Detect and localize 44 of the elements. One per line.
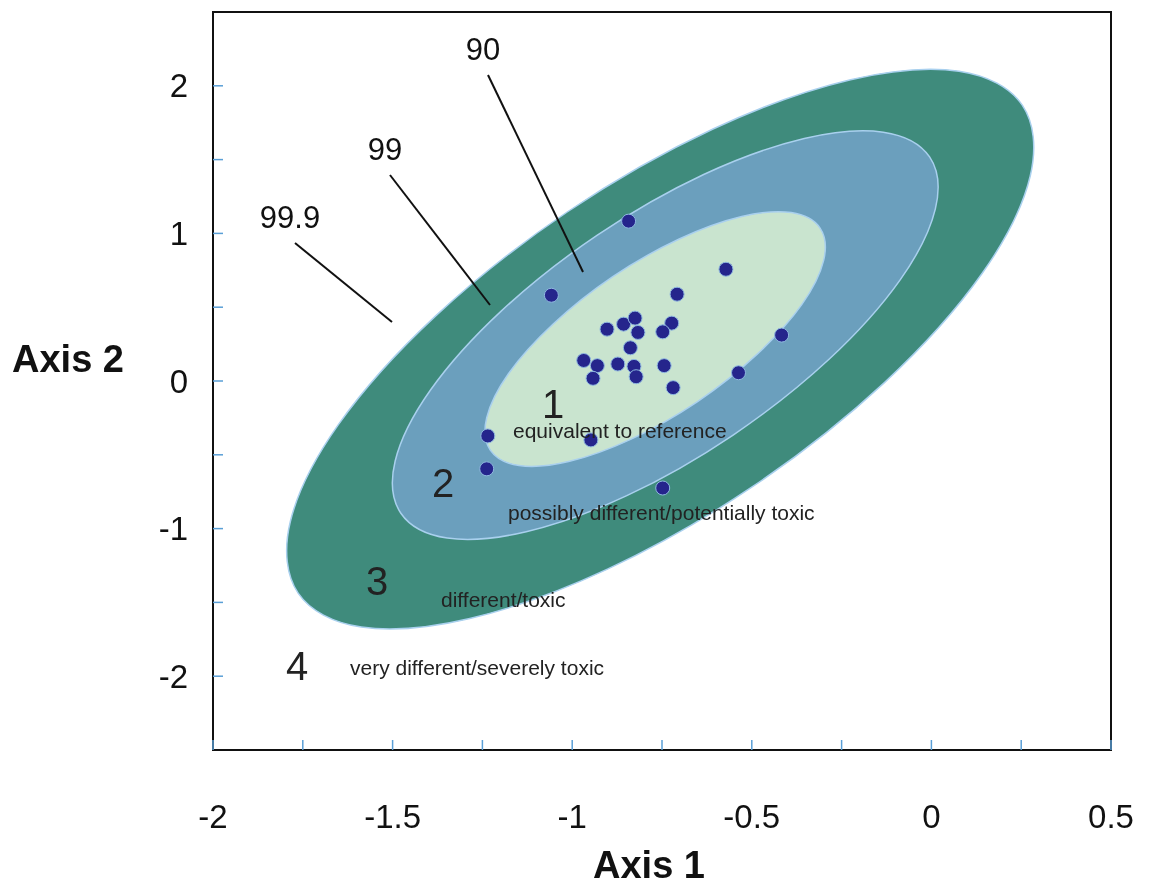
- x-axis-title: Axis 1: [593, 844, 705, 886]
- point: [665, 380, 681, 396]
- point: [616, 316, 632, 332]
- x-tick-label: 0: [922, 798, 941, 835]
- x-tick-label: -1.5: [364, 798, 422, 835]
- point: [731, 365, 747, 381]
- annotation: 99.9: [259, 200, 321, 235]
- point: [585, 370, 601, 386]
- point: [621, 213, 637, 229]
- x-tick-label: 0.5: [1088, 798, 1134, 835]
- point: [656, 358, 672, 374]
- point: [655, 324, 671, 340]
- point: [774, 327, 790, 343]
- point: [630, 324, 646, 340]
- y-tick-label: 0: [169, 362, 188, 400]
- point: [664, 315, 680, 331]
- point: [628, 369, 644, 385]
- x-tick-label: -1: [557, 798, 587, 835]
- point: [543, 287, 559, 303]
- x-tick-label: -2: [198, 798, 228, 835]
- point: [589, 358, 605, 374]
- point: [655, 480, 671, 496]
- annotation: equivalent to reference: [513, 419, 727, 442]
- y-tick-label: 1: [169, 214, 188, 252]
- annotation: 3: [365, 559, 389, 603]
- point: [599, 321, 615, 337]
- x-tick-label: -0.5: [723, 798, 781, 835]
- point: [479, 461, 495, 477]
- y-tick-label: -1: [158, 510, 188, 548]
- point: [622, 340, 638, 356]
- annotation: 99: [367, 132, 403, 167]
- y-tick-label: -2: [158, 657, 188, 695]
- y-axis-title: Axis 2: [12, 338, 124, 380]
- point: [480, 428, 496, 444]
- annotation: very different/severely toxic: [350, 656, 605, 679]
- annotation: 2: [431, 461, 455, 505]
- point: [669, 286, 685, 302]
- annotation: 90: [465, 32, 501, 67]
- y-tick-label: 2: [169, 67, 188, 105]
- point: [627, 310, 643, 326]
- annotation: 4: [285, 644, 309, 688]
- point: [610, 356, 626, 372]
- point: [718, 261, 734, 277]
- point: [576, 352, 592, 368]
